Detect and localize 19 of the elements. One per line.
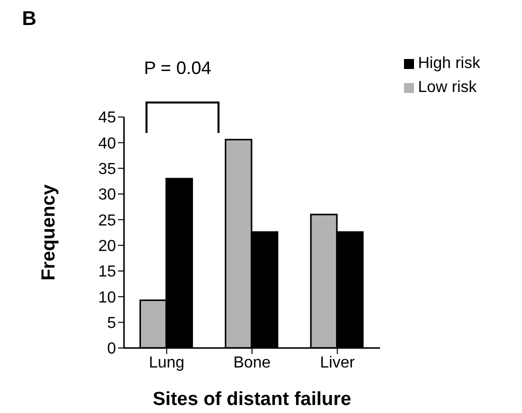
legend-label: Low risk [418, 79, 477, 96]
legend-label: High risk [418, 55, 480, 72]
x-tick-label: Bone [233, 354, 271, 372]
x-tick-label: Liver [320, 354, 356, 372]
x-axis-title: Sites of distant failure [152, 389, 352, 410]
y-tick-label: 40 [98, 135, 116, 152]
text: B [22, 8, 36, 31]
y-tick-label: 25 [98, 212, 116, 230]
text: P = 0.04 [144, 58, 212, 79]
x-tick-label: Lung [148, 354, 184, 372]
y-axis-title: Frequency [38, 184, 60, 281]
y-tick-label: 20 [98, 238, 116, 256]
y-tick-label: 0 [107, 340, 116, 358]
y-tick-label: 15 [98, 264, 116, 281]
y-tick-label: 30 [98, 186, 116, 204]
y-tick-label: 10 [98, 289, 116, 306]
y-tick-label: 45 [98, 110, 116, 127]
y-tick-label: 35 [98, 161, 116, 178]
y-tick-label: 5 [107, 315, 116, 332]
